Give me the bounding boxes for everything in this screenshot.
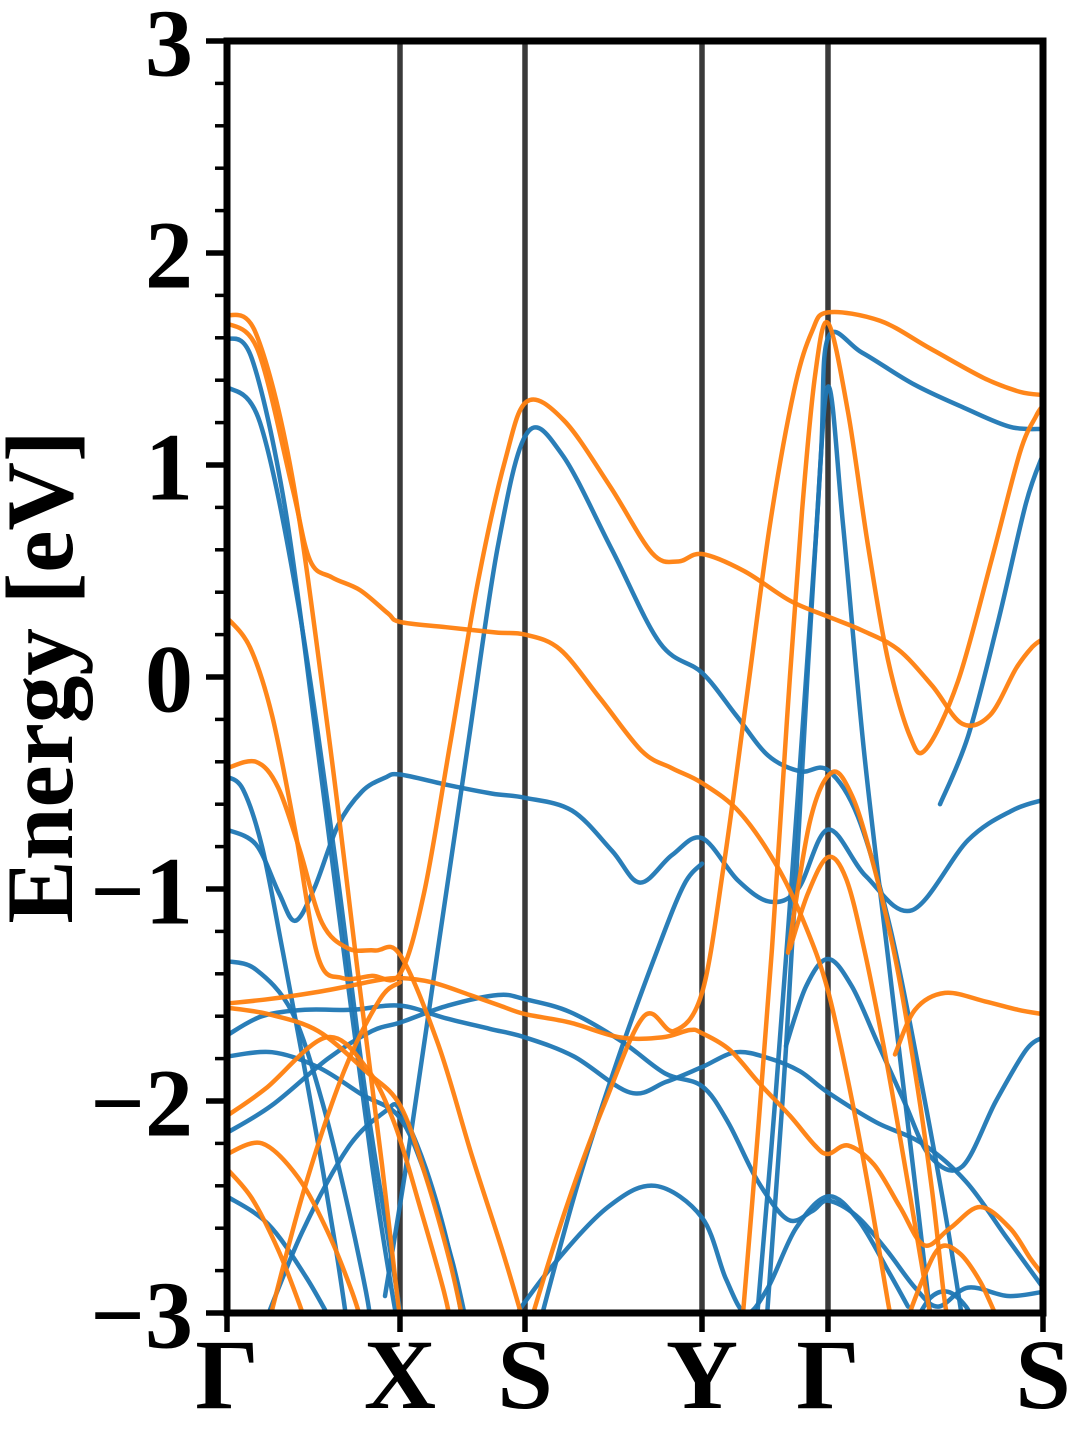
y-tick-label-0: 0 bbox=[145, 626, 193, 733]
bands-orange-curve-11 bbox=[740, 319, 1043, 1313]
bands-blue-curve-14 bbox=[937, 452, 1043, 807]
bands-blue-curve-4 bbox=[227, 1003, 1043, 1290]
bands-orange-curve-0 bbox=[227, 312, 402, 1313]
bands-orange-curve-15 bbox=[907, 1243, 998, 1313]
bands-orange-curve-3 bbox=[227, 758, 524, 1313]
bands-orange-curve-9 bbox=[268, 980, 403, 1313]
bands-blue-curve-7 bbox=[227, 992, 1043, 1309]
bands-orange-curve-4 bbox=[227, 975, 1043, 1278]
bands-blue-curve-3 bbox=[227, 771, 1043, 924]
bands-blue-curve-5 bbox=[227, 958, 372, 1313]
bands-orange-curve-14 bbox=[892, 990, 1043, 1057]
y-axis-title: Energy [eV] bbox=[0, 430, 93, 923]
band-curves-group bbox=[227, 309, 1043, 1313]
y-tick-label-2: 2 bbox=[145, 202, 193, 309]
y-tick-label-−1: −1 bbox=[90, 838, 193, 945]
plot-frame bbox=[223, 37, 1047, 1317]
bands-blue-curve-1 bbox=[227, 384, 403, 1313]
x-tick-label-3-Y: Y bbox=[666, 1319, 738, 1430]
x-tick-label-1-X: X bbox=[364, 1319, 436, 1430]
bands-orange-curve-6 bbox=[227, 1034, 452, 1313]
bands-orange-curve-2 bbox=[227, 397, 1043, 983]
y-tick-label-1: 1 bbox=[145, 414, 193, 521]
bands-orange-curve-13 bbox=[787, 854, 933, 1313]
y-tick-label-−2: −2 bbox=[90, 1050, 193, 1157]
bands-orange-curve-7 bbox=[227, 1140, 362, 1313]
bands-blue-curve-15 bbox=[783, 956, 1043, 1173]
x-tick-label-5-S: S bbox=[1015, 1319, 1071, 1430]
bands-blue-curve-16 bbox=[540, 861, 705, 1313]
x-tick-label-0-Γ: Γ bbox=[195, 1319, 259, 1430]
bands-blue-curve-12 bbox=[755, 384, 933, 1313]
bands-orange-curve-5 bbox=[227, 1005, 464, 1313]
y-tick-label-−3: −3 bbox=[90, 1262, 193, 1369]
bands-orange-curve-12 bbox=[785, 769, 949, 1313]
bands-orange-curve-10 bbox=[530, 309, 1043, 1313]
bands-blue-curve-9 bbox=[266, 1102, 464, 1313]
y-tick-label-3: 3 bbox=[145, 0, 193, 97]
bands-orange-curve-1 bbox=[227, 320, 893, 1313]
x-tick-label-2-S: S bbox=[497, 1319, 553, 1430]
x-tick-label-4-Γ: Γ bbox=[796, 1319, 860, 1430]
